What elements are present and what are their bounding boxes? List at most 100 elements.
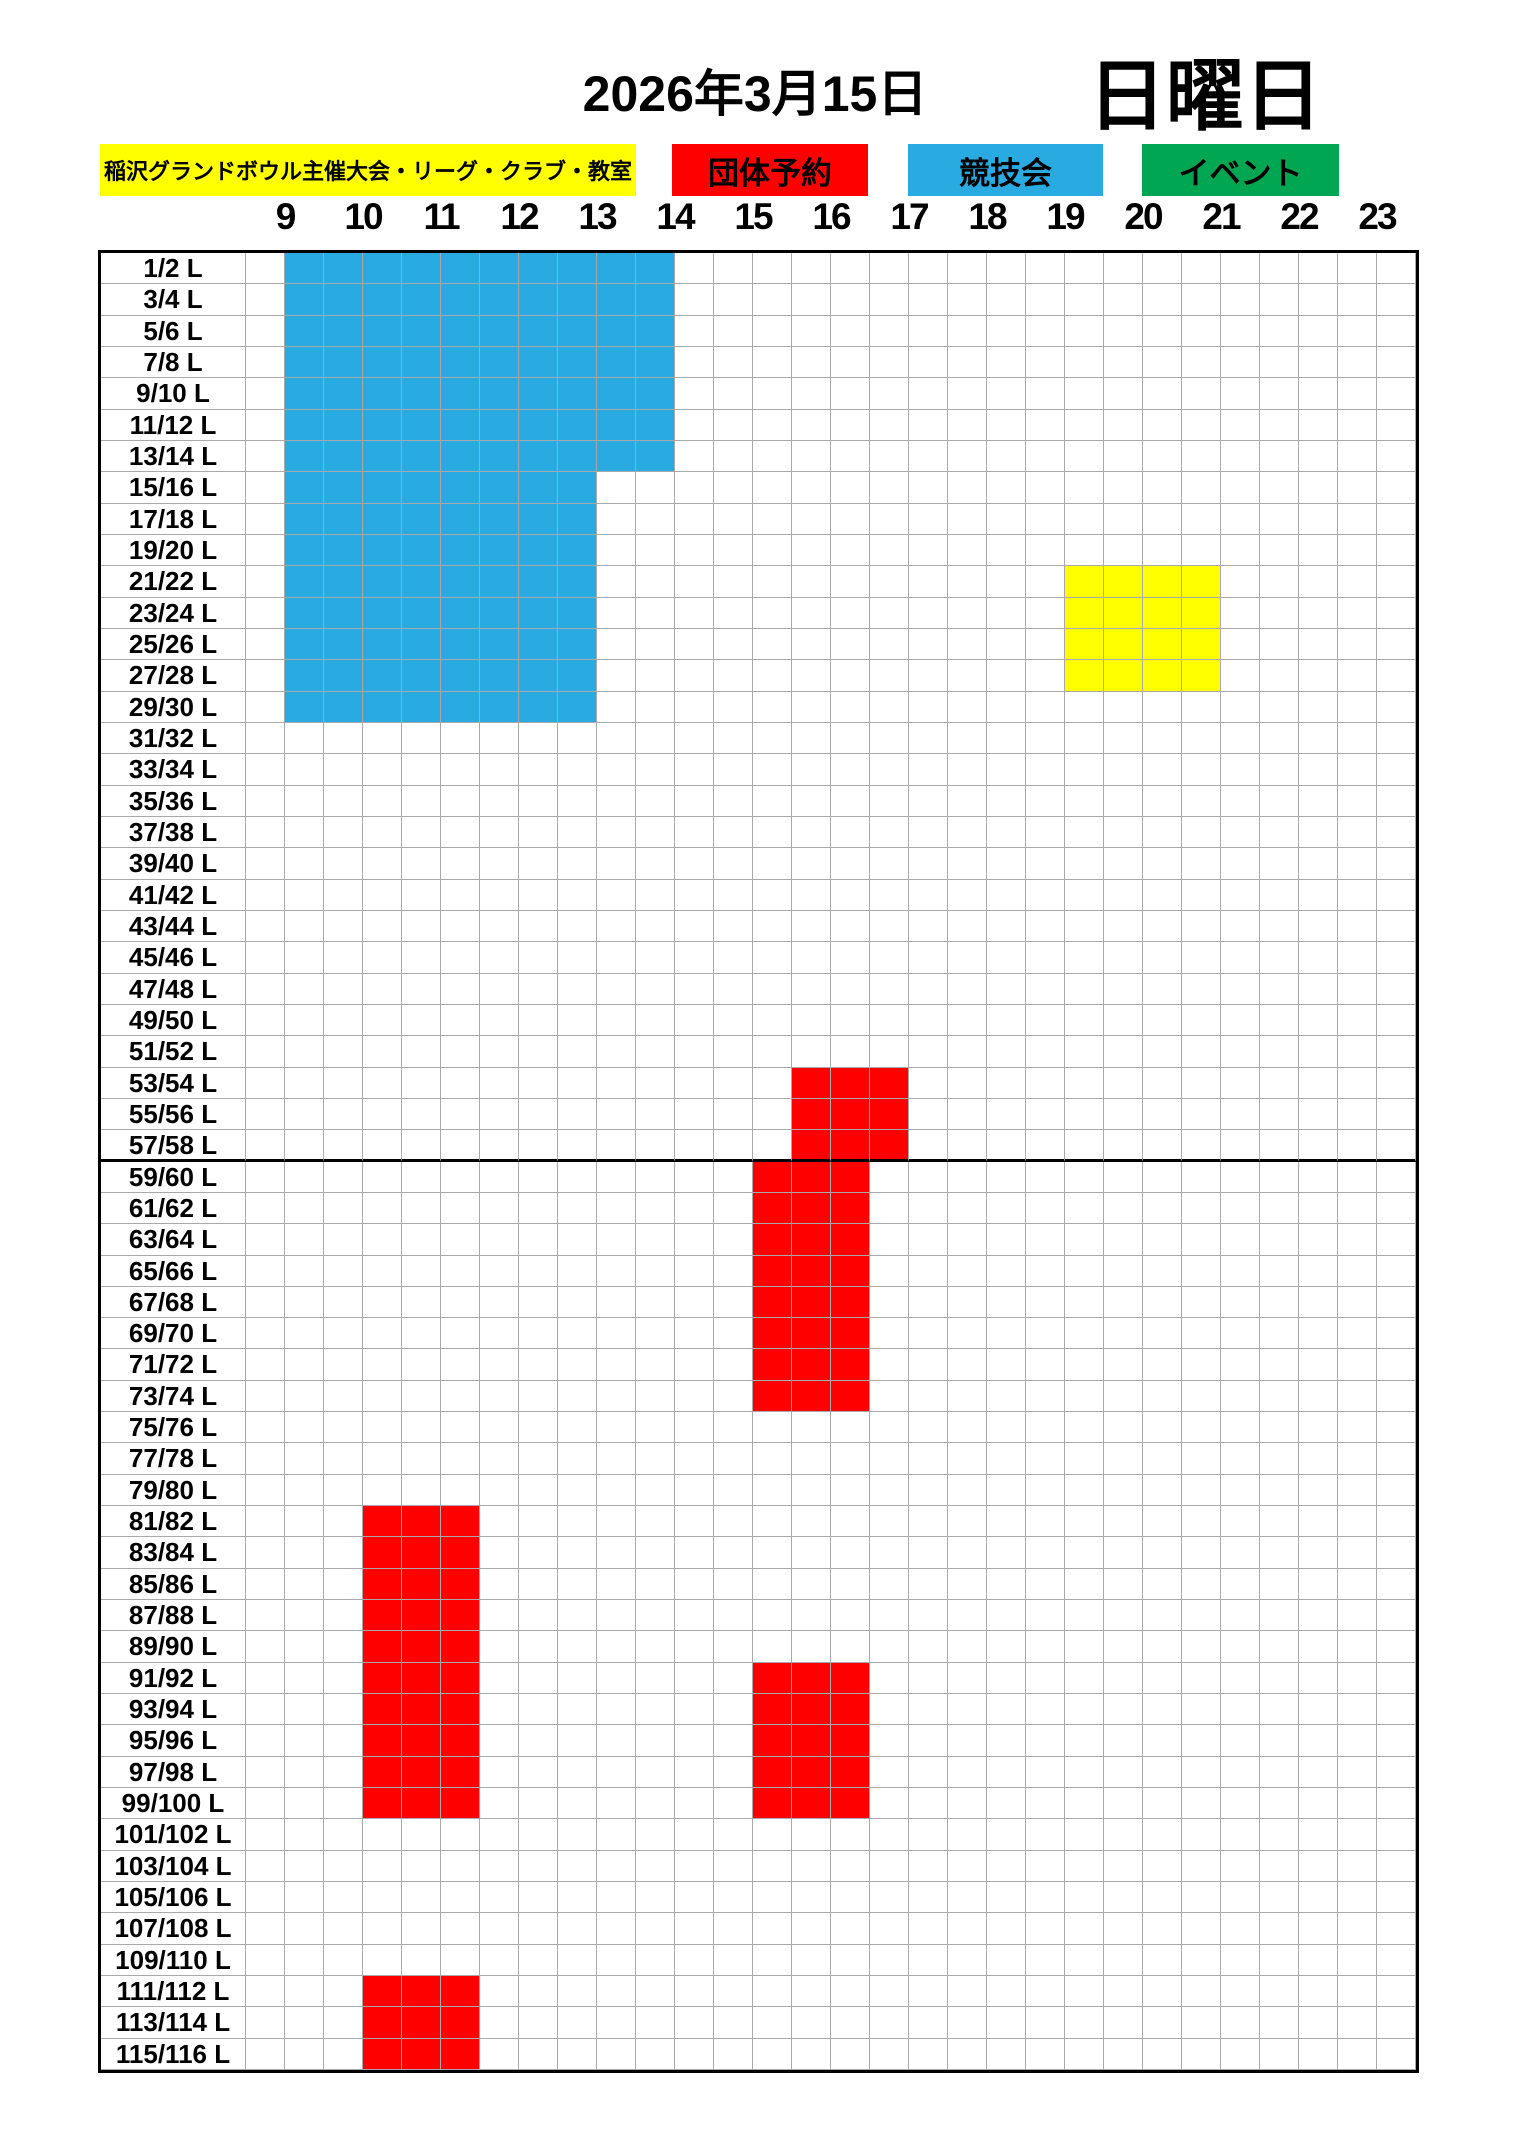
schedule-cell <box>753 1850 792 1883</box>
reservation-cell <box>441 566 480 598</box>
schedule-cell <box>558 1036 597 1068</box>
schedule-cell <box>1260 1318 1299 1350</box>
schedule-cell <box>792 910 831 943</box>
reservation-cell <box>363 691 402 723</box>
reservation-cell <box>441 472 480 504</box>
schedule-cell <box>1065 1067 1104 1099</box>
schedule-cell <box>285 1380 324 1413</box>
schedule-cell <box>1299 816 1338 849</box>
schedule-cell <box>948 284 987 316</box>
schedule-cell <box>558 1474 597 1507</box>
schedule-cell <box>1221 1224 1260 1256</box>
reservation-cell <box>363 660 402 692</box>
schedule-cell <box>714 1725 753 1757</box>
schedule-cell <box>402 1286 441 1319</box>
reservation-cell <box>441 2007 480 2039</box>
schedule-cell <box>246 628 285 661</box>
schedule-cell <box>363 754 402 786</box>
lane-label: 103/104 L <box>101 1850 246 1883</box>
schedule-cell <box>363 1882 402 1914</box>
schedule-cell <box>1182 942 1221 974</box>
reservation-cell <box>441 346 480 379</box>
schedule-cell <box>1377 1255 1416 1287</box>
schedule-cell <box>1299 1725 1338 1757</box>
schedule-cell <box>480 1506 519 1538</box>
schedule-cell <box>1143 1944 1182 1977</box>
schedule-cell <box>1104 2007 1143 2039</box>
schedule-cell <box>324 942 363 974</box>
lane-label: 77/78 L <box>101 1443 246 1475</box>
schedule-cell <box>714 1756 753 1789</box>
schedule-cell <box>1260 1694 1299 1726</box>
schedule-cell <box>714 2007 753 2039</box>
schedule-cell <box>285 1412 324 1444</box>
schedule-cell <box>1104 879 1143 911</box>
schedule-cell <box>480 1161 519 1193</box>
schedule-cell <box>246 785 285 817</box>
schedule-cell <box>870 1224 909 1256</box>
schedule-cell <box>1221 1913 1260 1945</box>
schedule-cell <box>1377 1725 1416 1757</box>
reservation-cell <box>753 1756 792 1789</box>
schedule-cell <box>1221 1600 1260 1632</box>
lane-row: 1/2 L <box>101 253 1416 285</box>
schedule-cell <box>1143 1600 1182 1632</box>
schedule-cell <box>480 1600 519 1632</box>
schedule-cell <box>1065 754 1104 786</box>
schedule-cell <box>402 973 441 1005</box>
schedule-cell <box>792 440 831 473</box>
schedule-cell <box>1377 1662 1416 1695</box>
reservation-cell <box>441 440 480 473</box>
schedule-cell <box>909 472 948 504</box>
reservation-cell <box>480 315 519 347</box>
schedule-cell <box>909 503 948 535</box>
schedule-cell <box>246 1036 285 1068</box>
schedule-cell <box>870 848 909 880</box>
schedule-cell <box>1104 1913 1143 1945</box>
schedule-cell <box>1065 942 1104 974</box>
schedule-cell <box>363 1380 402 1413</box>
schedule-cell <box>519 910 558 943</box>
schedule-cell <box>831 973 870 1005</box>
schedule-cell <box>870 1004 909 1037</box>
schedule-cell <box>1377 942 1416 974</box>
lane-label: 99/100 L <box>101 1788 246 1820</box>
schedule-cell <box>987 785 1026 817</box>
schedule-cell <box>1104 1318 1143 1350</box>
schedule-cell <box>1065 1161 1104 1193</box>
reservation-cell <box>441 1568 480 1601</box>
schedule-cell <box>1377 534 1416 567</box>
schedule-cell <box>675 722 714 755</box>
schedule-cell <box>1065 1568 1104 1601</box>
schedule-cell <box>909 1098 948 1131</box>
reservation-cell <box>597 409 636 441</box>
schedule-cell <box>1104 1568 1143 1601</box>
schedule-cell <box>1026 1380 1065 1413</box>
schedule-cell <box>792 660 831 692</box>
schedule-cell <box>987 628 1026 661</box>
schedule-cell <box>285 1192 324 1225</box>
schedule-cell <box>831 848 870 880</box>
schedule-cell <box>1143 2007 1182 2039</box>
schedule-cell <box>246 409 285 441</box>
lane-label: 41/42 L <box>101 879 246 911</box>
schedule-cell <box>441 1474 480 1507</box>
schedule-cell <box>636 1004 675 1037</box>
schedule-cell <box>285 1098 324 1131</box>
schedule-cell <box>948 346 987 379</box>
schedule-cell <box>519 754 558 786</box>
schedule-cell <box>519 1819 558 1851</box>
schedule-cell <box>1221 1036 1260 1068</box>
schedule-cell <box>519 879 558 911</box>
schedule-cell <box>714 660 753 692</box>
schedule-cell <box>1026 691 1065 723</box>
schedule-cell <box>948 1819 987 1851</box>
reservation-cell <box>402 1788 441 1820</box>
schedule-cell <box>597 1694 636 1726</box>
schedule-cell <box>870 1694 909 1726</box>
schedule-cell <box>1026 1349 1065 1381</box>
lane-row: 113/114 L <box>101 2007 1416 2039</box>
schedule-cell <box>1221 1568 1260 1601</box>
schedule-cell <box>1260 1192 1299 1225</box>
schedule-cell <box>519 1756 558 1789</box>
